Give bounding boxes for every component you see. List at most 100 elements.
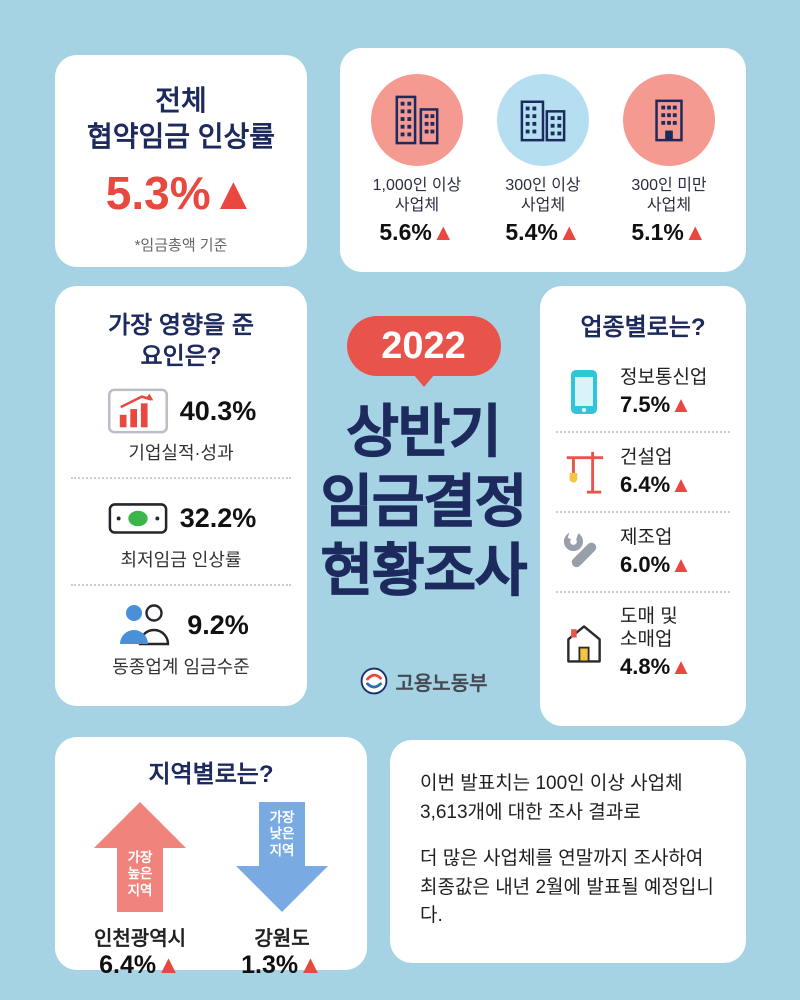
size-label-300plus: 300인 이상 사업체 [481, 176, 606, 216]
size-label-line2: 사업체 [520, 197, 566, 214]
size-value-300less: 5.1%▲ [607, 219, 732, 246]
total-title-line1: 전체 [155, 85, 207, 116]
industries-title: 업종별로는? [556, 312, 730, 343]
main-title-line1: 상반기 [346, 400, 502, 465]
industry-item-construction: 건설업 6.4%▲ [556, 431, 730, 511]
arrow-label-line2: 낮은 [269, 826, 295, 842]
up-triangle-icon: ▲ [431, 219, 455, 245]
crane-icon [560, 446, 608, 498]
up-triangle-icon: ▲ [683, 219, 707, 245]
main-title-line2: 임금결정 [320, 469, 528, 534]
notes-paragraph-1: 이번 발표치는 100인 이상 사업체 3,613개에 대한 조사 결과로 [420, 773, 683, 823]
regions-title-text: 지역별로는? [148, 761, 274, 788]
company-size-card: 1,000인 이상 사업체 5.6%▲ [340, 48, 746, 272]
arrow-label-line2: 높은 [127, 866, 153, 882]
up-triangle-icon: ▲ [670, 391, 692, 417]
total-title-line2: 협약임금 인상률 [86, 121, 276, 153]
org-name: 고용노동부 [395, 672, 488, 695]
size-value-number: 5.6% [379, 219, 432, 245]
up-triangle-icon: ▲ [210, 166, 257, 219]
industry-value-number: 6.0% [620, 551, 671, 577]
building-small-icon [655, 99, 683, 142]
region-name: 강원도 [254, 928, 310, 951]
regions-card: 지역별로는? 가장 높은 지역 인천광역시 6.4%▲ [55, 737, 367, 979]
arrow-up-icon: 가장 높은 지역 [94, 802, 186, 914]
size-label-300less: 300인 미만 사업체 [607, 176, 732, 216]
industry-label: 도매 및 소매업 [620, 606, 692, 652]
arrow-label-line3: 지역 [127, 882, 153, 898]
up-triangle-icon: ▲ [670, 653, 692, 679]
notes-paragraph-2: 더 많은 사업체를 연말까지 조사하여 최종값은 내년 2월에 발표될 예정입니… [420, 848, 714, 926]
size-label-line1: 300인 미만 [631, 177, 707, 194]
size-item-300less: 300인 미만 사업체 5.1%▲ [607, 74, 732, 246]
buildings-large-icon [395, 95, 439, 145]
factors-card: 가장 영향을 준 요인은? 40.3% 기업실적·성과 [55, 286, 307, 706]
size-item-1000plus: 1,000인 이상 사업체 5.6%▲ [355, 74, 480, 246]
size-value-number: 5.4% [505, 219, 558, 245]
industry-item-retail: 도매 및 소매업 4.8%▲ [556, 591, 730, 693]
regions-title: 지역별로는? [69, 759, 353, 790]
bar-chart-icon [106, 386, 170, 436]
up-triangle-icon: ▲ [557, 219, 581, 245]
industry-value: 6.0%▲ [620, 552, 692, 578]
industry-label-line1: 건설업 [620, 446, 673, 468]
industries-list: 정보통신업 7.5%▲ [556, 353, 730, 693]
size-label-line2: 사업체 [646, 197, 692, 214]
industry-value-number: 6.4% [620, 471, 671, 497]
size-label-line2: 사업체 [394, 197, 440, 214]
region-highest: 가장 높은 지역 인천광역시 6.4%▲ [75, 802, 206, 980]
industry-label-line1: 도매 및 [620, 606, 678, 628]
factor-value: 9.2% [187, 609, 249, 640]
factor-label: 최저임금 인상률 [120, 550, 242, 571]
industry-label-line1: 정보통신업 [620, 366, 708, 388]
notes-card: 이번 발표치는 100인 이상 사업체 3,613개에 대한 조사 결과로 더 … [390, 740, 746, 963]
total-wage-card: 전체 협약임금 인상률 5.3%▲ *임금총액 기준 [55, 55, 307, 267]
region-value-number: 6.4% [99, 951, 157, 980]
size-label-1000plus: 1,000인 이상 사업체 [355, 176, 480, 216]
factor-item-minimum-wage: 32.2% 최저임금 인상률 [71, 477, 291, 584]
year-text: 2022 [381, 324, 466, 367]
size-value-300plus: 5.4%▲ [481, 219, 606, 246]
center-column: 2022 상반기 임금결정 현황조사 고용노동부 [307, 286, 540, 696]
size-label-line1: 1,000인 이상 [372, 177, 462, 194]
region-value-number: 1.3% [241, 951, 299, 980]
size-circle-1000plus [370, 74, 463, 166]
factor-item-performance: 40.3% 기업실적·성과 [71, 372, 291, 477]
industry-label: 제조업 [620, 527, 692, 550]
region-columns: 가장 높은 지역 인천광역시 6.4%▲ 가장 낮은 지역 [69, 802, 353, 980]
arrow-label-line1: 가장 [127, 850, 153, 866]
up-triangle-icon: ▲ [670, 471, 692, 497]
industry-value: 7.5%▲ [620, 392, 707, 418]
factor-value: 32.2% [179, 502, 257, 533]
size-label-line1: 300인 이상 [505, 177, 581, 194]
industry-value: 4.8%▲ [620, 654, 692, 680]
main-title-line3: 현황조사 [320, 539, 528, 604]
industry-item-manufacturing: 제조업 6.0%▲ [556, 511, 730, 591]
industry-text: 정보통신업 7.5%▲ [620, 367, 707, 418]
total-footnote: *임금총액 기준 [134, 236, 228, 254]
arrow-down-label: 가장 낮은 지역 [236, 810, 328, 859]
money-bill-icon [106, 493, 170, 543]
total-value-number: 5.3% [105, 166, 211, 219]
industry-label-line1: 제조업 [620, 526, 673, 548]
region-value: 1.3%▲ [217, 951, 348, 980]
industry-value-number: 4.8% [620, 653, 671, 679]
size-circle-300less [622, 74, 715, 166]
arrow-label-line3: 지역 [269, 842, 295, 858]
industries-card: 업종별로는? 정보통신업 7.5%▲ [540, 286, 746, 726]
industries-title-text: 업종별로는? [580, 314, 706, 341]
total-value: 5.3%▲ [55, 166, 307, 220]
size-value-1000plus: 5.6%▲ [355, 219, 480, 246]
industry-item-it: 정보통신업 7.5%▲ [556, 353, 730, 431]
factors-title-line2: 요인은? [140, 343, 222, 371]
arrow-down-icon: 가장 낮은 지역 [236, 802, 328, 914]
factor-label: 동종업계 임금수준 [112, 657, 250, 678]
factor-item-peer-wage: 9.2% 동종업계 임금수준 [71, 584, 291, 691]
industry-text: 도매 및 소매업 4.8%▲ [620, 606, 692, 680]
buildings-medium-icon [520, 100, 566, 142]
wrench-icon [560, 526, 608, 578]
industry-label: 정보통신업 [620, 367, 707, 390]
size-circle-300plus [496, 74, 589, 166]
ministry-logo-icon [360, 667, 387, 695]
industry-value: 6.4%▲ [620, 472, 692, 498]
